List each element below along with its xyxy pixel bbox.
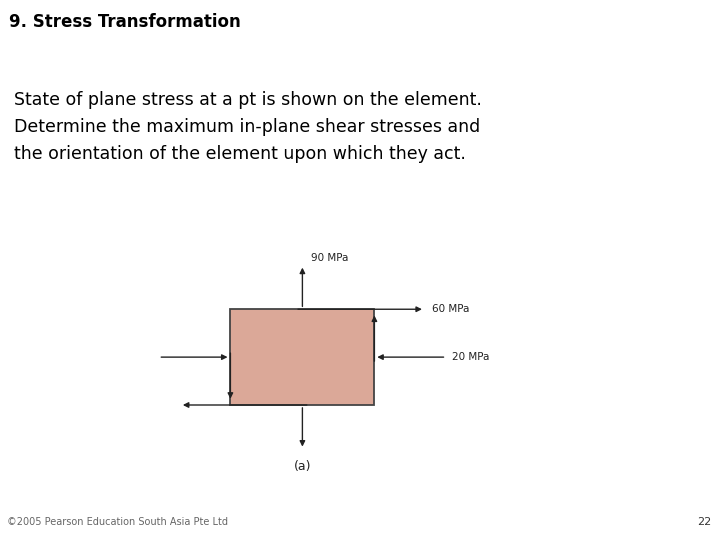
Text: 90 MPa: 90 MPa [311, 253, 348, 263]
Bar [230, 309, 374, 405]
Text: 9. Stress Transformation: 9. Stress Transformation [9, 14, 240, 31]
Text: (a): (a) [294, 460, 311, 473]
Text: 22: 22 [697, 517, 711, 527]
Text: 20 MPa: 20 MPa [452, 352, 490, 362]
Text: State of plane stress at a pt is shown on the element.
Determine the maximum in-: State of plane stress at a pt is shown o… [14, 91, 482, 163]
Text: ©2005 Pearson Education South Asia Pte Ltd: ©2005 Pearson Education South Asia Pte L… [7, 517, 228, 527]
Text: 60 MPa: 60 MPa [432, 304, 469, 314]
Text: EXAMPLE 9.10: EXAMPLE 9.10 [9, 53, 177, 73]
